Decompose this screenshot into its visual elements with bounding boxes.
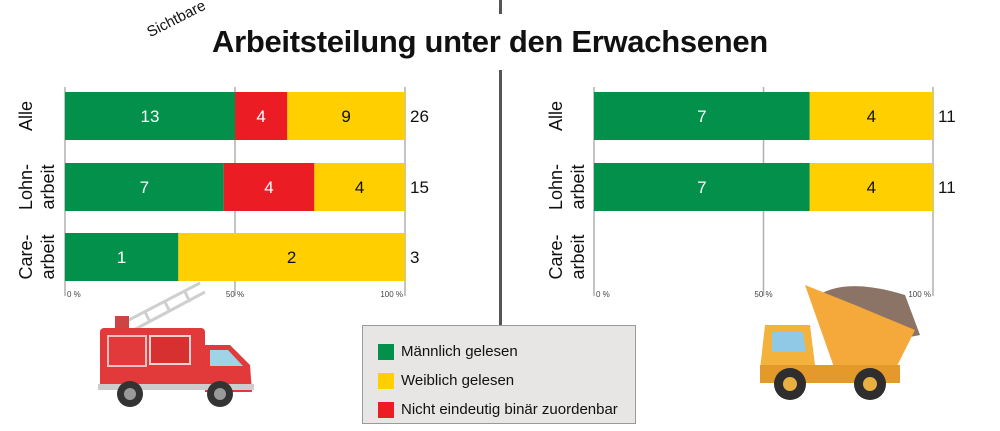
category-label: Lohn- — [16, 164, 36, 210]
total-label: 11 — [938, 178, 956, 197]
category-label: arbeit — [38, 234, 58, 279]
legend-label: Männlich gelesen — [401, 343, 518, 360]
data-label: 7 — [140, 178, 149, 197]
legend-swatch-female — [378, 372, 394, 389]
data-label: 4 — [867, 178, 876, 197]
data-label: 2 — [287, 248, 296, 267]
category-label: Care- — [546, 234, 566, 279]
total-label: 15 — [410, 178, 429, 197]
bar-segment-male — [65, 163, 224, 211]
legend: Männlich gelesen Weiblich gelesen Nicht … — [362, 325, 636, 424]
dump-truck-illustration — [760, 285, 920, 400]
legend-item-male: Männlich gelesen — [378, 343, 518, 360]
category-label: arbeit — [568, 164, 588, 209]
category-label: Care- — [16, 234, 36, 279]
category-label: Alle — [546, 101, 566, 131]
total-label: 3 — [410, 248, 419, 267]
category-label: arbeit — [38, 164, 58, 209]
legend-swatch-nonbinary — [378, 401, 394, 418]
x-tick-label: 100 % — [908, 290, 931, 299]
total-label: 26 — [410, 107, 429, 126]
legend-label: Weiblich gelesen — [401, 372, 515, 389]
category-label: Alle — [16, 101, 36, 131]
bar-segment-male — [594, 92, 810, 140]
legend-swatch-male — [378, 343, 394, 360]
bar-segment-female — [178, 233, 405, 281]
legend-label: Nicht eindeutig binär zuordenbar — [401, 401, 618, 418]
data-label: 4 — [264, 178, 273, 197]
category-label: Lohn- — [546, 164, 566, 210]
data-label: 4 — [355, 178, 364, 197]
bar-segment-nonbinary — [235, 92, 288, 140]
data-label: 9 — [341, 107, 350, 126]
x-tick-label: 0 % — [596, 290, 610, 299]
data-label: 1 — [117, 248, 126, 267]
x-tick-label: 50 % — [754, 290, 772, 299]
x-tick-label: 50 % — [226, 290, 244, 299]
bar-segment-female — [809, 92, 933, 140]
bar-segment-male — [65, 233, 179, 281]
data-label: 4 — [867, 107, 876, 126]
divider-middle — [499, 70, 502, 325]
divider-top — [499, 0, 502, 14]
data-label: 4 — [256, 107, 265, 126]
data-label: 7 — [697, 107, 706, 126]
x-tick-label: 100 % — [380, 290, 403, 299]
data-label: 7 — [697, 178, 706, 197]
legend-item-female: Weiblich gelesen — [378, 372, 514, 389]
total-label: 11 — [938, 107, 956, 126]
bar-segment-female — [809, 163, 933, 211]
page-title: Arbeitsteilung unter den Erwachsenen — [212, 24, 768, 59]
fire-truck-illustration — [98, 281, 254, 407]
bar-segment-male — [65, 92, 235, 140]
data-label: 13 — [141, 107, 160, 126]
bar-segment-nonbinary — [223, 163, 315, 211]
bar-segment-female — [287, 92, 405, 140]
chart-1: 0 % 50 % 100 % 13 4 9 26 Alle 7 4 4 15 Lohn-arbeit 1 2… — [16, 87, 429, 299]
bar-segment-male — [594, 163, 810, 211]
category-label: arbeit — [568, 234, 588, 279]
x-tick-label: 0 % — [67, 290, 81, 299]
bar-segment-female — [314, 163, 405, 211]
legend-item-nonbinary: Nicht eindeutig binär zuordenbar — [378, 401, 618, 418]
